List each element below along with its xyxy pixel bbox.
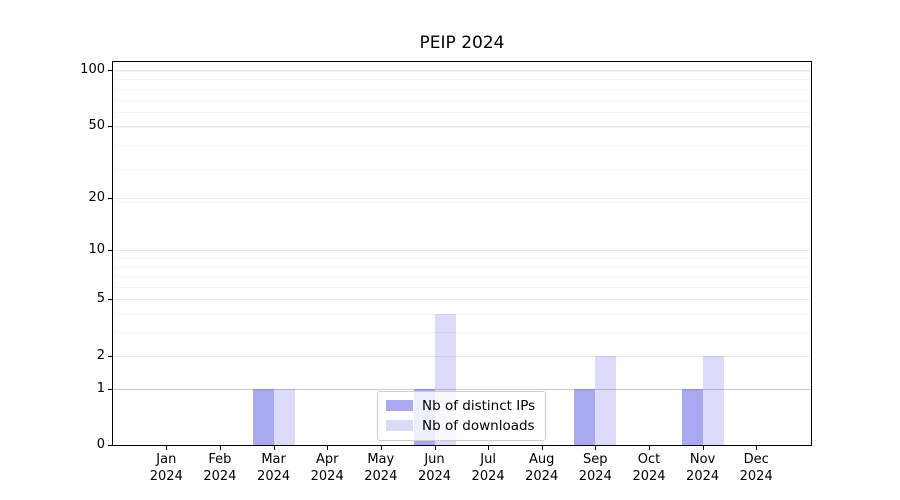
legend-swatch-distinct-ips	[386, 400, 413, 411]
y-axis-tick-label: 5	[96, 291, 105, 307]
x-tick-mark	[649, 446, 650, 450]
legend-entry-downloads: Nb of downloads	[386, 417, 535, 434]
x-tick-mark	[702, 446, 704, 450]
x-axis-tick-label: Apr 2024	[310, 452, 344, 484]
grid-line-minor	[113, 70, 811, 72]
x-axis-tick-label: Sep 2024	[578, 452, 612, 484]
y-axis-tick-label: 0	[96, 437, 105, 452]
grid-line-major	[113, 70, 811, 71]
grid-line-major	[113, 125, 811, 127]
x-axis-tick-label: Dec 2024	[739, 452, 773, 484]
x-tick-mark	[488, 446, 490, 450]
x-axis-tick-label: Aug 2024	[525, 452, 559, 484]
y-tick-mark	[108, 125, 112, 127]
y-tick-mark	[108, 388, 112, 390]
grid-line-minor	[113, 145, 811, 147]
bar-downloads-sep	[595, 355, 617, 445]
x-tick-mark	[219, 446, 221, 450]
bar-distinct-ips-mar	[252, 388, 274, 445]
y-axis-tick-label: 1	[96, 380, 105, 396]
bar-downloads-mar	[273, 388, 295, 445]
grid-line-minor	[113, 88, 811, 90]
legend: Nb of distinct IPs Nb of downloads	[377, 391, 547, 441]
x-tick-mark	[756, 446, 758, 450]
y-axis-tick-label: 10	[88, 242, 105, 258]
grid-line-minor	[113, 257, 811, 259]
x-tick-mark	[541, 446, 543, 450]
grid-line-minor	[113, 286, 811, 288]
y-axis-tick-label: 2	[96, 347, 105, 363]
grid-line-minor	[113, 266, 811, 268]
y-tick-mark	[108, 250, 112, 252]
legend-label-downloads: Nb of downloads	[422, 417, 535, 434]
x-tick-mark	[166, 446, 168, 450]
grid-line-major	[113, 250, 811, 252]
x-axis-tick-label: Jun 2024	[417, 452, 452, 484]
x-axis-tick-label: Feb 2024	[203, 452, 237, 484]
x-tick-mark	[380, 446, 382, 450]
x-axis-tick-label: Jul 2024	[471, 452, 505, 484]
y-axis-tick-label: 50	[88, 117, 105, 133]
x-tick-mark	[273, 446, 275, 450]
x-tick-mark	[595, 446, 597, 450]
x-axis-tick-label: Jan 2024	[149, 452, 183, 484]
grid-line-minor	[113, 112, 811, 114]
y-tick-mark	[108, 70, 112, 71]
y-axis-tick-label: 20	[88, 189, 105, 205]
grid-line-minor	[113, 201, 811, 203]
bar-distinct-ips-nov	[681, 388, 703, 445]
grid-line-minor	[113, 168, 811, 170]
bar-downloads-nov	[702, 355, 724, 445]
chart-title: PEIP 2024	[419, 33, 505, 53]
grid-line-minor	[113, 99, 811, 101]
x-tick-mark	[327, 446, 329, 450]
legend-entry-distinct-ips: Nb of distinct IPs	[386, 397, 535, 414]
y-tick-mark	[108, 299, 112, 301]
x-axis-tick-label: Nov 2024	[686, 452, 720, 484]
x-axis-tick-label: Oct 2024	[632, 452, 666, 484]
y-tick-mark	[108, 355, 112, 357]
y-tick-mark	[108, 197, 112, 199]
grid-line-major	[113, 299, 811, 301]
grid-baseline	[113, 388, 811, 390]
x-axis-tick-label: May 2024	[364, 452, 398, 484]
grid-line-minor	[113, 276, 811, 277]
grid-line-major	[113, 197, 811, 199]
y-axis-tick-label: 100	[80, 62, 105, 77]
legend-swatch-downloads	[386, 420, 413, 431]
grid-line-minor	[113, 314, 811, 316]
x-tick-mark	[434, 446, 436, 450]
grid-line-minor	[113, 127, 811, 129]
grid-line-major	[113, 355, 811, 357]
x-axis-tick-label: Mar 2024	[257, 452, 291, 484]
legend-label-distinct-ips: Nb of distinct IPs	[422, 397, 536, 414]
plot-area	[112, 61, 812, 446]
grid-line-minor	[113, 332, 811, 334]
y-tick-mark	[108, 445, 112, 446]
bar-distinct-ips-sep	[574, 388, 596, 445]
grid-line-minor	[113, 79, 811, 81]
